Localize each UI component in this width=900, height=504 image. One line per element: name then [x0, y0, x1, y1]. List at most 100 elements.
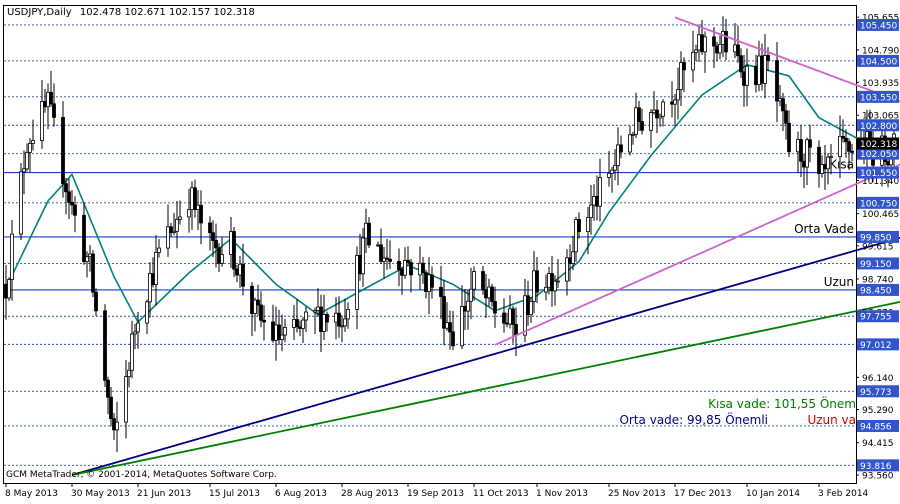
candle-body: [472, 271, 476, 290]
candles-layer: [4, 16, 896, 453]
candle-body: [73, 204, 77, 216]
candle-body: [739, 55, 743, 73]
candle-body: [295, 319, 299, 328]
level-price-label-box: [857, 196, 899, 209]
x-tick-label: 25 Nov 2013: [608, 489, 666, 499]
candle-body: [343, 318, 347, 327]
level-price-label-box: [857, 385, 899, 398]
candle-body: [379, 244, 383, 262]
candle-body: [673, 99, 677, 105]
candle-body: [850, 150, 854, 153]
level-price-label-text: 93.816: [860, 462, 892, 472]
x-tick-label: 15 Jul 2013: [209, 489, 260, 499]
x-tick-label: 1 Nov 2013: [536, 489, 588, 499]
level-price-labels: 105.450 104.500 103.550 102.800 102.050 101.5…: [857, 18, 899, 472]
level-price-label-text: 103.550: [860, 93, 897, 103]
symbol-name: USDJPY,Daily: [7, 7, 72, 18]
candle-body: [241, 263, 245, 287]
y-tick-label: 101.340: [862, 177, 899, 187]
copyright-text: GCM MetaTrader, © 2001-2014, MetaQuotes …: [6, 470, 277, 480]
candle-body: [481, 271, 485, 291]
candle-body: [694, 49, 698, 53]
candle-body: [661, 101, 665, 117]
candle-body: [157, 247, 161, 253]
candle-body: [571, 251, 575, 264]
level-price-label-box: [857, 90, 899, 103]
candle-body: [463, 305, 467, 312]
candle-body: [31, 140, 35, 144]
candle-body: [418, 262, 422, 276]
candle-body: [637, 107, 641, 122]
candle-body: [136, 322, 140, 333]
candle-body: [151, 273, 155, 285]
candle-body: [409, 262, 413, 276]
candle-body: [511, 308, 515, 325]
candle-body: [586, 217, 590, 233]
candle-body: [841, 135, 845, 139]
candle-body: [649, 112, 653, 131]
candle-body: [361, 237, 365, 275]
candle-body: [271, 321, 275, 341]
candle-body: [577, 219, 581, 233]
candle-body: [613, 165, 617, 171]
candle-body: [235, 268, 239, 276]
candle-body: [808, 139, 812, 148]
candle-body: [691, 51, 695, 71]
candle-body: [598, 176, 602, 207]
candle-body: [676, 89, 680, 101]
y-tick-label: 104.790: [862, 46, 899, 56]
candle-body: [445, 322, 449, 329]
level-price-label-box: [857, 283, 899, 296]
level-price-label-text: 98.450: [860, 286, 892, 296]
candle-body: [556, 280, 560, 283]
candle-body: [514, 324, 518, 336]
candle-body: [4, 283, 8, 299]
candle-body: [325, 314, 329, 323]
candle-body: [535, 270, 539, 293]
level-price-label-text: 105.450: [860, 21, 897, 31]
candle-body: [721, 31, 725, 45]
candle-body: [64, 183, 68, 193]
candle-body: [754, 65, 758, 86]
level-price-label-text: 99.850: [860, 233, 892, 243]
candle-body: [799, 139, 803, 162]
candle-body: [154, 252, 158, 285]
level-price-label-box: [857, 119, 899, 132]
candle-body: [214, 240, 218, 249]
candle-body: [421, 262, 425, 274]
candle-body: [775, 60, 779, 102]
candle-body: [844, 137, 848, 143]
level-price-label-text: 102.050: [860, 150, 897, 160]
level-price-label-text: 104.500: [860, 57, 897, 67]
candle-body: [253, 299, 257, 314]
line-label: Uzun: [824, 275, 854, 289]
candle-body: [838, 135, 842, 158]
candle-body: [313, 310, 317, 313]
annotation-orta-vade: Orta vade: 99,85 Önemli: [619, 411, 768, 427]
candle-body: [172, 230, 176, 233]
candle-body: [640, 121, 644, 131]
candle-body: [145, 301, 149, 324]
candle-body: [829, 156, 833, 159]
candle-body: [367, 222, 371, 246]
horizontal-levels: [4, 24, 856, 466]
candle-body: [430, 274, 434, 288]
candle-body: [796, 139, 800, 153]
level-price-label-box: [857, 166, 899, 179]
y-tick-label: 105.655: [862, 14, 899, 24]
candle-body: [712, 36, 716, 47]
candle-body: [655, 109, 659, 119]
candle-body: [238, 263, 242, 276]
candle-body: [505, 322, 509, 325]
y-tick-label: 95.290: [862, 406, 894, 416]
candle-body: [733, 44, 737, 53]
candle-body: [106, 379, 110, 398]
candle-body: [718, 43, 722, 54]
candle-body: [103, 310, 107, 381]
candle-body: [736, 44, 740, 57]
candle-body: [229, 231, 233, 255]
candle-body: [847, 141, 851, 152]
level-price-label-text: 94.856: [860, 422, 892, 432]
x-tick-label: 11 Oct 2013: [473, 489, 529, 499]
